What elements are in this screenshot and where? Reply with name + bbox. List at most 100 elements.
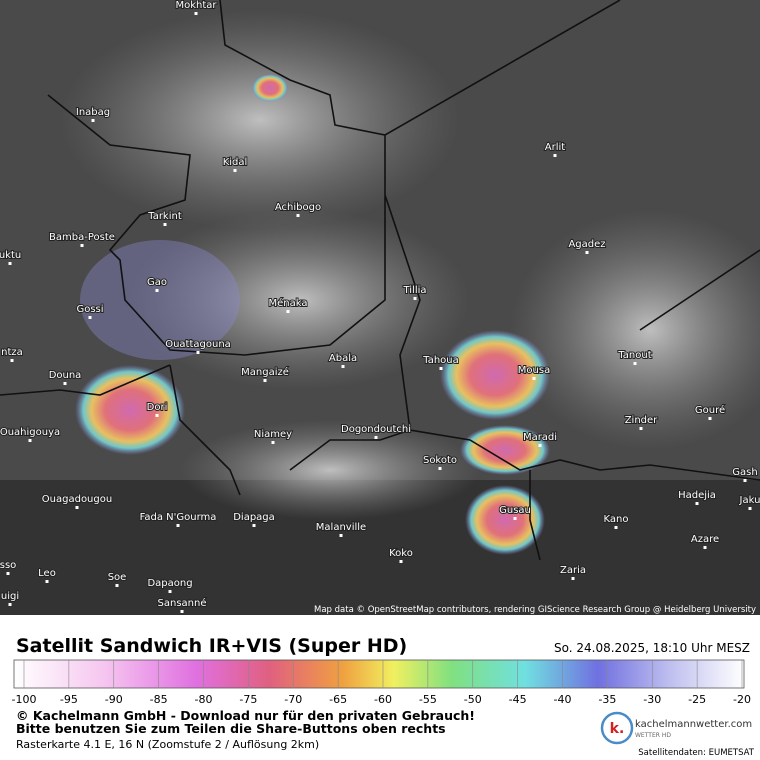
city-label: Dogondoutchi — [341, 424, 411, 435]
city-label: Zaria — [560, 565, 586, 576]
legend-tick-label: -100 — [12, 693, 37, 706]
city-dot — [571, 577, 575, 580]
storm — [440, 330, 550, 420]
legend-tick-label: -65 — [329, 693, 347, 706]
city-dot — [180, 610, 184, 613]
cloud — [510, 210, 760, 450]
city-dot — [115, 584, 119, 587]
city-label: Kidal — [223, 157, 248, 168]
city-label: Maradi — [523, 432, 557, 443]
city-label: Diapaga — [233, 512, 275, 523]
city-dot — [513, 517, 517, 520]
color-bar — [13, 659, 745, 689]
city-label: Ouahigouya — [0, 427, 60, 438]
city-dot — [63, 382, 67, 385]
city-dot — [8, 262, 12, 265]
legend-tick-label: -95 — [60, 693, 78, 706]
city-dot — [286, 310, 290, 313]
legend-tick-label: -25 — [688, 693, 706, 706]
city-label: Mousa — [518, 365, 550, 376]
city-dot — [585, 251, 589, 254]
city-dot — [695, 502, 699, 505]
cloud-cold — [80, 240, 240, 360]
city-label: Sokoto — [423, 455, 457, 466]
city-dot — [399, 560, 403, 563]
legend-tick-label: -75 — [239, 693, 257, 706]
city-dot — [28, 439, 32, 442]
city-dot — [438, 467, 442, 470]
city-label: Arlit — [545, 142, 566, 153]
city-label: Abala — [329, 353, 357, 364]
storm — [460, 425, 550, 475]
legend-tick-label: -55 — [419, 693, 437, 706]
city-dot — [614, 526, 618, 529]
city-label: Hadejia — [678, 490, 716, 501]
logo-mark: k. — [610, 721, 625, 737]
city-dot — [439, 367, 443, 370]
city-label: Inabag — [76, 107, 110, 118]
legend-tick-label: -30 — [643, 693, 661, 706]
city-dot — [538, 444, 542, 447]
city-label: Gossi — [76, 304, 103, 315]
logo-sub: WETTER HD — [635, 732, 671, 739]
city-label: Soe — [108, 572, 127, 583]
city-label: Koko — [389, 548, 413, 559]
city-label: ntza — [1, 347, 23, 358]
city-dot — [91, 119, 95, 122]
city-dot — [80, 244, 84, 247]
city-dot — [45, 580, 49, 583]
city-label: Dori — [147, 402, 168, 413]
city-label: Malanville — [316, 522, 366, 533]
city-label: Zinder — [625, 415, 658, 426]
copyright: © Kachelmann GmbH - Download nur für den… — [16, 708, 475, 723]
storm — [252, 74, 288, 102]
logo-site: kachelmannwetter.com — [635, 719, 752, 730]
city-dot — [532, 377, 536, 380]
city-dot — [553, 154, 557, 157]
city-dot — [339, 534, 343, 537]
legend-tick-label: -60 — [374, 693, 392, 706]
title: Satellit Sandwich IR+VIS (Super HD) — [16, 635, 407, 657]
legend-tick-label: -40 — [554, 693, 572, 706]
city-label: Tahoua — [422, 355, 459, 366]
city-label: Gash — [732, 467, 757, 478]
city-dot — [155, 414, 159, 417]
city-label: Leo — [38, 568, 56, 579]
city-label: Jaku — [739, 495, 760, 506]
legend-tick-label: -35 — [598, 693, 616, 706]
city-dot — [88, 316, 92, 319]
city-label: uktu — [0, 250, 21, 261]
city-label: Mokhtar — [175, 0, 217, 11]
storm — [465, 485, 545, 555]
city-dot — [271, 441, 275, 444]
cloud — [60, 10, 460, 230]
city-label: Agadez — [568, 239, 605, 250]
city-dot — [75, 506, 79, 509]
city-label: sso — [0, 560, 16, 571]
city-label: Tillia — [402, 285, 426, 296]
city-dot — [296, 214, 300, 217]
city-label: Tanout — [617, 350, 651, 361]
legend-tick-label: -70 — [284, 693, 302, 706]
city-dot — [6, 572, 10, 575]
city-dot — [10, 359, 14, 362]
city-label: Douna — [49, 370, 82, 381]
logo-circle — [600, 711, 634, 745]
city-label: Azare — [691, 534, 719, 545]
city-label: Mangaizé — [241, 366, 289, 378]
city-dot — [708, 417, 712, 420]
city-dot — [252, 524, 256, 527]
city-label: uigi — [1, 591, 19, 602]
legend-tick-label: -50 — [464, 693, 482, 706]
city-dot — [8, 603, 12, 606]
city-dot — [633, 362, 637, 365]
city-dot — [194, 12, 198, 15]
city-dot — [743, 479, 747, 482]
city-label: Tarkint — [147, 211, 182, 222]
legend-tick-label: -45 — [509, 693, 527, 706]
share-note: Bitte benutzen Sie zum Teilen die Share-… — [16, 721, 446, 736]
source: Satellitendaten: EUMETSAT — [638, 748, 755, 758]
city-label: Kano — [604, 514, 629, 525]
city-label: Ménaka — [269, 297, 308, 309]
